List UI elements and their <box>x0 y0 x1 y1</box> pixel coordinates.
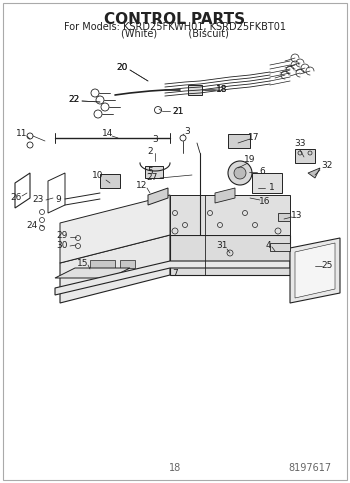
Polygon shape <box>55 268 130 278</box>
Text: For Models: KSRD25FKWH01, KSRD25FKBT01: For Models: KSRD25FKWH01, KSRD25FKBT01 <box>64 22 286 32</box>
Text: 3: 3 <box>152 134 158 143</box>
Text: 7: 7 <box>172 269 178 278</box>
Text: 18: 18 <box>216 85 228 95</box>
Polygon shape <box>60 195 170 263</box>
Text: 12: 12 <box>136 181 148 189</box>
Text: 23: 23 <box>32 195 44 203</box>
Text: 1: 1 <box>269 183 275 191</box>
Text: 4: 4 <box>265 241 271 250</box>
Text: 17: 17 <box>248 132 260 142</box>
Polygon shape <box>170 235 290 275</box>
Text: 22: 22 <box>68 95 80 103</box>
FancyBboxPatch shape <box>278 213 290 221</box>
Text: 24: 24 <box>26 221 38 229</box>
Bar <box>188 85 202 95</box>
Text: 21: 21 <box>172 106 184 115</box>
Polygon shape <box>295 243 335 298</box>
Text: 21: 21 <box>172 106 184 115</box>
Text: 25: 25 <box>321 261 333 270</box>
Text: 3: 3 <box>184 127 190 136</box>
Text: 14: 14 <box>102 128 114 138</box>
Polygon shape <box>55 261 290 295</box>
Polygon shape <box>148 188 168 205</box>
Text: 32: 32 <box>321 160 333 170</box>
Text: CONTROL PARTS: CONTROL PARTS <box>104 12 246 27</box>
Text: 27: 27 <box>146 173 158 183</box>
Polygon shape <box>170 195 290 235</box>
Text: 11: 11 <box>16 128 28 138</box>
Text: 19: 19 <box>244 156 256 165</box>
Polygon shape <box>215 188 235 203</box>
Text: 26: 26 <box>10 194 22 202</box>
FancyBboxPatch shape <box>252 173 282 193</box>
Polygon shape <box>290 238 340 303</box>
Polygon shape <box>308 168 320 178</box>
Text: 6: 6 <box>259 168 265 176</box>
FancyBboxPatch shape <box>145 166 163 178</box>
Polygon shape <box>60 235 290 263</box>
Text: 29: 29 <box>56 230 68 240</box>
Text: 18: 18 <box>169 463 181 473</box>
FancyBboxPatch shape <box>295 149 315 163</box>
Text: 10: 10 <box>92 171 104 181</box>
Text: 33: 33 <box>294 139 306 147</box>
Text: 22: 22 <box>68 95 80 103</box>
Text: 20: 20 <box>116 63 128 72</box>
Text: 15: 15 <box>77 258 89 268</box>
Text: 9: 9 <box>55 195 61 203</box>
Bar <box>270 243 290 251</box>
Polygon shape <box>60 235 170 303</box>
Text: (White)          (Biscuit): (White) (Biscuit) <box>121 28 229 38</box>
Text: 18: 18 <box>216 85 228 94</box>
Text: 16: 16 <box>259 197 271 205</box>
Circle shape <box>228 161 252 185</box>
Text: 8197617: 8197617 <box>288 463 331 473</box>
Text: 31: 31 <box>216 242 228 251</box>
Text: 20: 20 <box>116 63 128 72</box>
Bar <box>120 260 135 268</box>
Text: 5: 5 <box>147 167 153 175</box>
Circle shape <box>234 167 246 179</box>
Bar <box>90 260 115 268</box>
Text: 30: 30 <box>56 241 68 250</box>
Text: 2: 2 <box>147 146 153 156</box>
FancyBboxPatch shape <box>100 174 120 188</box>
Text: 13: 13 <box>291 211 303 219</box>
FancyBboxPatch shape <box>228 134 250 148</box>
